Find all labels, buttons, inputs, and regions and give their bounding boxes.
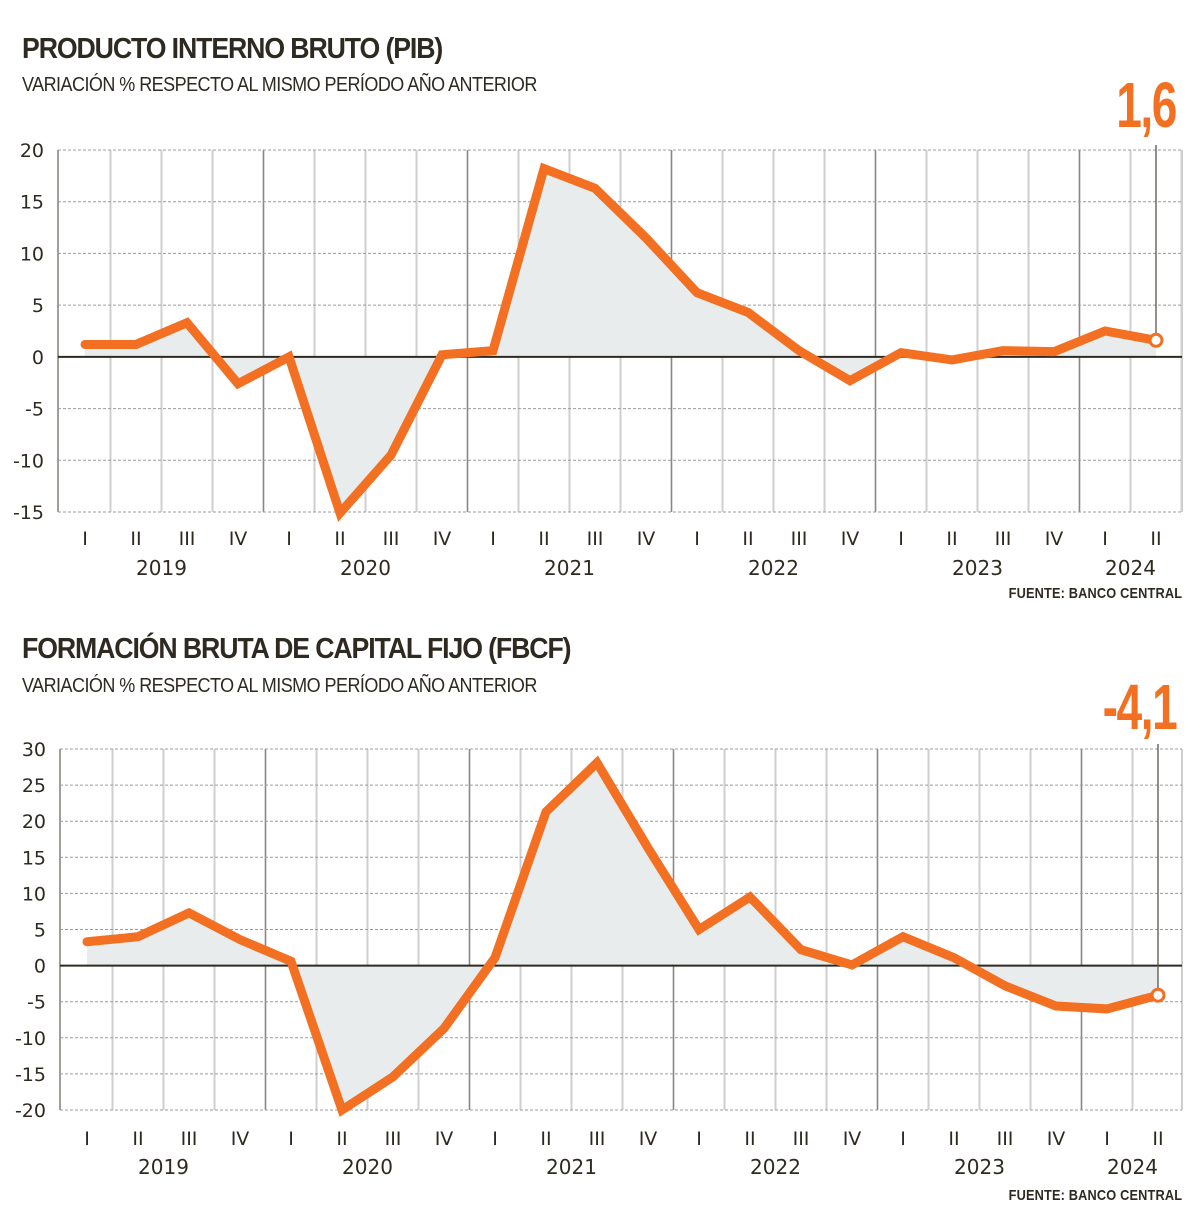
year-label: 2019 bbox=[138, 1155, 189, 1179]
year-label: 2024 bbox=[1107, 1155, 1158, 1179]
y-tick-label: -20 bbox=[15, 1100, 46, 1122]
pib-panel: PRODUCTO INTERNO BRUTO (PIB) VARIACIÓN %… bbox=[13, 33, 1183, 602]
x-tick-label: IV bbox=[637, 528, 656, 550]
x-tick-label: I bbox=[900, 1128, 906, 1150]
y-tick-label: 15 bbox=[20, 192, 44, 214]
series-area bbox=[85, 168, 1156, 514]
x-tick-label: III bbox=[587, 528, 604, 550]
source-note: FUENTE: BANCO CENTRAL bbox=[1008, 585, 1182, 602]
x-tick-label: II bbox=[742, 528, 753, 550]
x-tick-label: IV bbox=[433, 528, 452, 550]
y-tick-label: 20 bbox=[22, 811, 46, 833]
grid bbox=[57, 149, 1183, 513]
year-label: 2020 bbox=[340, 556, 391, 580]
year-label: 2022 bbox=[750, 1155, 801, 1179]
x-tick-label: III bbox=[589, 1128, 606, 1150]
x-tick-label: III bbox=[181, 1128, 198, 1150]
year-label: 2021 bbox=[546, 1155, 597, 1179]
chart-subtitle: VARIACIÓN % RESPECTO AL MISMO PERÍODO AÑ… bbox=[22, 74, 537, 96]
x-tick-label: I bbox=[898, 528, 904, 550]
x-tick-label: I bbox=[1102, 528, 1108, 550]
x-tick-label: II bbox=[1152, 1128, 1163, 1150]
y-tick-label: 30 bbox=[22, 739, 46, 761]
x-tick-label: II bbox=[948, 1128, 959, 1150]
x-tick-label: IV bbox=[1045, 528, 1064, 550]
x-tick-label: IV bbox=[435, 1128, 454, 1150]
chart-subtitle: VARIACIÓN % RESPECTO AL MISMO PERÍODO AÑ… bbox=[22, 675, 537, 697]
y-tick-label: 5 bbox=[34, 920, 46, 942]
x-tick-label: II bbox=[336, 1128, 347, 1150]
x-tick-label: I bbox=[82, 528, 88, 550]
y-tick-label: 5 bbox=[32, 295, 44, 317]
year-label: 2023 bbox=[952, 556, 1003, 580]
x-tick-label: IV bbox=[639, 1128, 658, 1150]
y-tick-label: 0 bbox=[34, 956, 46, 978]
x-tick-label: I bbox=[492, 1128, 498, 1150]
highlight-value: -4,1 bbox=[1102, 671, 1177, 743]
highlight-value: 1,6 bbox=[1116, 69, 1177, 141]
x-tick-label: II bbox=[132, 1128, 143, 1150]
year-label: 2023 bbox=[954, 1155, 1005, 1179]
source-note: FUENTE: BANCO CENTRAL bbox=[1008, 1187, 1182, 1204]
x-tick-label: II bbox=[130, 528, 141, 550]
x-tick-label: II bbox=[538, 528, 549, 550]
x-tick-label: IV bbox=[229, 528, 248, 550]
y-tick-label: -5 bbox=[25, 399, 44, 421]
year-label: 2024 bbox=[1105, 556, 1156, 580]
y-tick-label: -10 bbox=[15, 1028, 46, 1050]
y-tick-label: -15 bbox=[15, 1064, 46, 1086]
y-tick-label: 10 bbox=[20, 243, 44, 265]
y-tick-label: 25 bbox=[22, 775, 46, 797]
y-tick-label: 10 bbox=[22, 883, 46, 905]
x-tick-label: IV bbox=[1047, 1128, 1066, 1150]
chart-title: FORMACIÓN BRUTA DE CAPITAL FIJO (FBCF) bbox=[22, 633, 572, 665]
year-label: 2022 bbox=[748, 556, 799, 580]
y-tick-label: 20 bbox=[20, 140, 44, 162]
series-line bbox=[82, 755, 1163, 1117]
x-tick-label: I bbox=[286, 528, 292, 550]
x-tick-label: I bbox=[696, 1128, 702, 1150]
year-label: 2019 bbox=[136, 556, 187, 580]
x-tick-label: III bbox=[385, 1128, 402, 1150]
x-tick-label: I bbox=[694, 528, 700, 550]
year-label: 2021 bbox=[544, 556, 595, 580]
x-tick-label: I bbox=[84, 1128, 90, 1150]
y-tick-label: -5 bbox=[27, 992, 46, 1014]
last-data-point bbox=[1148, 332, 1164, 348]
x-tick-label: III bbox=[383, 528, 400, 550]
series-area bbox=[87, 762, 1158, 1110]
x-tick-label: III bbox=[995, 528, 1012, 550]
y-tick-label: -10 bbox=[13, 450, 44, 472]
x-tick-label: I bbox=[1104, 1128, 1110, 1150]
x-tick-label: III bbox=[791, 528, 808, 550]
last-data-point bbox=[1150, 987, 1166, 1003]
y-tick-label: 0 bbox=[32, 347, 44, 369]
y-tick-label: -15 bbox=[13, 502, 44, 524]
x-tick-label: I bbox=[288, 1128, 294, 1150]
series-line bbox=[80, 162, 1161, 522]
x-tick-label: III bbox=[997, 1128, 1014, 1150]
chart-title: PRODUCTO INTERNO BRUTO (PIB) bbox=[22, 33, 443, 65]
x-tick-label: III bbox=[179, 528, 196, 550]
x-tick-label: II bbox=[540, 1128, 551, 1150]
x-tick-label: II bbox=[1150, 528, 1161, 550]
y-tick-label: 15 bbox=[22, 847, 46, 869]
x-tick-label: IV bbox=[843, 1128, 862, 1150]
x-tick-label: IV bbox=[841, 528, 860, 550]
x-tick-label: I bbox=[490, 528, 496, 550]
x-tick-label: II bbox=[744, 1128, 755, 1150]
year-label: 2020 bbox=[342, 1155, 393, 1179]
x-tick-label: II bbox=[334, 528, 345, 550]
x-tick-label: IV bbox=[231, 1128, 250, 1150]
x-tick-label: III bbox=[793, 1128, 810, 1150]
x-tick-label: II bbox=[946, 528, 957, 550]
